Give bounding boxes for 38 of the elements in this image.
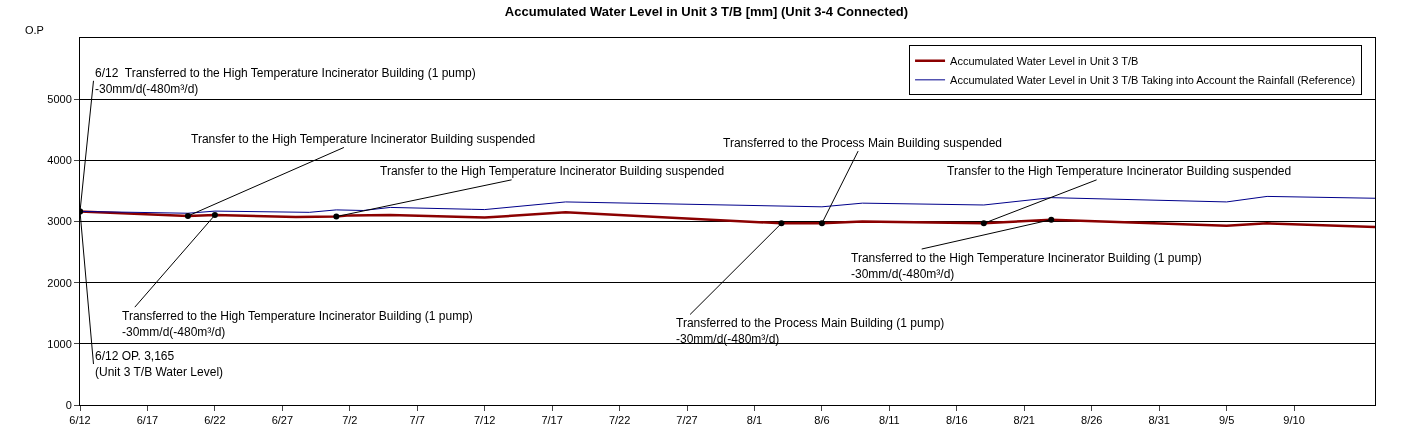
x-tick-label: 7/22 — [608, 414, 631, 427]
annotation: Transfer to the High Temperature Incinerator Building suspended — [947, 164, 1292, 178]
chart-title: Accumulated Water Level in Unit 3 T/B [mm] (Unit 3-4 Connected) — [504, 3, 909, 19]
annotation: Transferred to the Process Main Building (1 pump) -30mm/d(-480m³/d) — [676, 316, 945, 346]
x-tick-label: 9/10 — [1283, 414, 1305, 427]
x-tick-label: 8/26 — [1081, 414, 1103, 427]
y-tick-label: 4000 — [47, 154, 72, 167]
y-tick-label: 3000 — [47, 215, 72, 228]
x-tick-label: 7/27 — [676, 414, 698, 427]
x-tick-label: 7/12 — [473, 414, 496, 427]
x-tick-label: 9/5 — [1218, 414, 1235, 427]
x-tick-label: 7/17 — [541, 414, 563, 427]
annotation: Transferred to the High Temperature Incinerator Building (1 pump) -30mm/d(-480m³/d) — [851, 251, 1202, 281]
x-tick-label: 7/2 — [342, 414, 358, 427]
x-tick-label: 8/31 — [1148, 414, 1170, 427]
x-tick-label: 6/17 — [136, 414, 159, 427]
x-tick-label: 8/6 — [814, 414, 830, 427]
annotation: Transferred to the Process Main Building suspended — [723, 136, 1003, 150]
y-tick-label: 0 — [65, 398, 72, 411]
x-tick-label: 6/12 — [69, 414, 91, 427]
annotation: 6/12 Transferred to the High Temperature Incinerator Building (1 pump) -30mm/d(-480m³/d) — [95, 66, 476, 96]
y-axis-title: O.P — [25, 24, 44, 36]
x-tick-label: 7/7 — [409, 414, 425, 427]
y-tick-label: 1000 — [47, 337, 72, 350]
y-tick-label: 5000 — [47, 93, 72, 106]
legend-label: Accumulated Water Level in Unit 3 T/B Taking into Account the Rainfall (Reference) — [950, 74, 1356, 87]
annotation: Transfer to the High Temperature Incinerator Building suspended — [380, 164, 725, 178]
x-tick-label: 8/1 — [746, 414, 763, 427]
x-tick-label: 6/22 — [204, 414, 226, 427]
annotation: Transferred to the High Temperature Incinerator Building (1 pump) -30mm/d(-480m³/d) — [122, 309, 473, 339]
x-tick-label: 6/27 — [271, 414, 294, 427]
annotation: Transfer to the High Temperature Incinerator Building suspended — [191, 132, 536, 146]
x-tick-label: 8/21 — [1013, 414, 1035, 427]
x-tick-label: 8/11 — [879, 414, 900, 427]
legend-label: Accumulated Water Level in Unit 3 T/B — [950, 55, 1139, 68]
y-tick-label: 2000 — [47, 276, 72, 289]
x-tick-label: 8/16 — [946, 414, 968, 427]
annotation: 6/12 OP. 3,165 (Unit 3 T/B Water Level) — [95, 349, 224, 379]
